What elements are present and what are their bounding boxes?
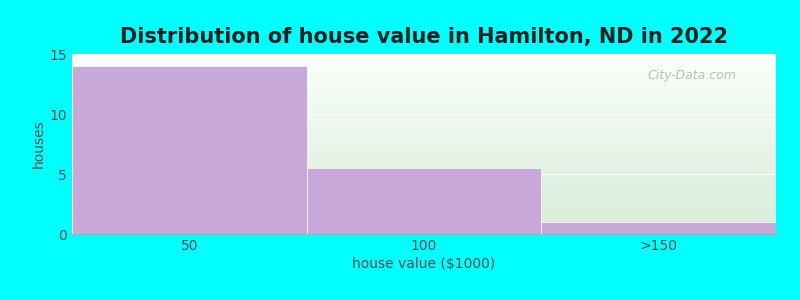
Bar xyxy=(542,222,776,234)
Bar xyxy=(72,66,306,234)
Y-axis label: houses: houses xyxy=(31,120,46,168)
Text: City-Data.com: City-Data.com xyxy=(647,69,736,82)
Title: Distribution of house value in Hamilton, ND in 2022: Distribution of house value in Hamilton,… xyxy=(120,27,728,47)
Bar xyxy=(306,168,542,234)
X-axis label: house value ($1000): house value ($1000) xyxy=(352,257,496,271)
